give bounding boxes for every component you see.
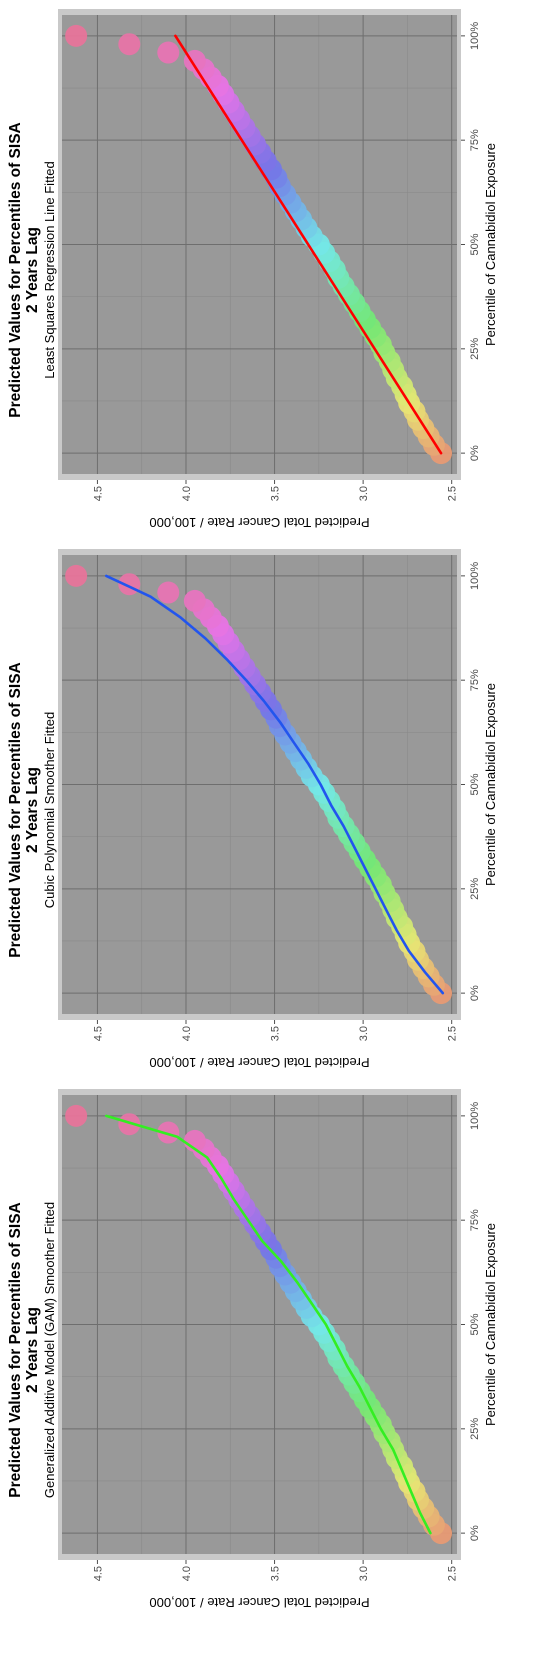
x-tick-label: 25% <box>469 338 481 360</box>
chart-title-line2: 2 Years Lag <box>24 227 41 313</box>
y-tick-label: 3.0 <box>358 1566 370 1581</box>
chart-subtitle: Cubic Polynomial Smoother Fitted <box>42 712 57 909</box>
data-point <box>183 49 206 72</box>
data-point <box>157 41 180 64</box>
y-tick-label: 2.5 <box>447 486 459 501</box>
chart-svg-3: Predicted Values for Percentiles of SISA… <box>7 1089 498 1610</box>
x-tick-label: 100% <box>469 22 481 50</box>
smoother-line <box>105 1114 432 1535</box>
chart-svg-1: Predicted Values for Percentiles of SISA… <box>7 9 498 530</box>
data-point <box>157 581 180 604</box>
y-tick-label: 3.5 <box>270 1026 282 1041</box>
data-point <box>183 589 206 612</box>
x-tick-label: 75% <box>469 1209 481 1231</box>
chart-subtitle: Least Squares Regression Line Fitted <box>42 161 57 379</box>
y-axis-label: Predicted Total Cancer Rate / 100,000 <box>149 1595 369 1610</box>
x-tick-label: 50% <box>469 773 481 795</box>
y-tick-label: 3.5 <box>270 1566 282 1581</box>
x-tick-label: 100% <box>469 562 481 590</box>
chart-panel-gam: Predicted Values for Percentiles of SISA… <box>0 1080 543 1620</box>
x-tick-label: 50% <box>469 233 481 255</box>
chart-title: Predicted Values for Percentiles of SISA <box>7 122 24 417</box>
x-tick-label: 75% <box>469 129 481 151</box>
data-point <box>65 24 88 47</box>
x-axis-label: Percentile of Cannabidiol Exposure <box>483 683 498 886</box>
chart-subtitle: Generalized Additive Model (GAM) Smoothe… <box>42 1202 57 1498</box>
y-tick-label: 4.5 <box>92 1566 104 1581</box>
y-tick-label: 4.0 <box>181 1566 193 1581</box>
smoother-line <box>105 574 445 995</box>
chart-title-line2: 2 Years Lag <box>24 767 41 853</box>
data-point <box>118 1113 141 1136</box>
y-axis-label: Predicted Total Cancer Rate / 100,000 <box>149 515 369 530</box>
data-point <box>65 1104 88 1127</box>
x-tick-label: 25% <box>469 1418 481 1440</box>
chart-title: Predicted Values for Percentiles of SISA <box>7 662 24 957</box>
x-axis-label: Percentile of Cannabidiol Exposure <box>483 1223 498 1426</box>
chart-panel-cubic: Predicted Values for Percentiles of SISA… <box>0 540 543 1080</box>
data-point <box>65 564 88 587</box>
x-tick-label: 75% <box>469 669 481 691</box>
y-tick-label: 3.0 <box>358 1026 370 1041</box>
chart-svg-2: Predicted Values for Percentiles of SISA… <box>7 549 498 1070</box>
data-point <box>118 33 141 56</box>
y-axis-label: Predicted Total Cancer Rate / 100,000 <box>149 1055 369 1070</box>
chart-title: Predicted Values for Percentiles of SISA <box>7 1202 24 1497</box>
x-tick-label: 0% <box>469 985 481 1001</box>
x-tick-label: 50% <box>469 1313 481 1335</box>
y-tick-label: 3.5 <box>270 486 282 501</box>
x-tick-label: 0% <box>469 445 481 461</box>
y-tick-label: 4.0 <box>181 1026 193 1041</box>
y-tick-label: 2.5 <box>447 1026 459 1041</box>
x-tick-label: 25% <box>469 878 481 900</box>
x-axis-label: Percentile of Cannabidiol Exposure <box>483 143 498 346</box>
x-tick-label: 100% <box>469 1102 481 1130</box>
chart-title-line2: 2 Years Lag <box>24 1307 41 1393</box>
y-tick-label: 3.0 <box>358 486 370 501</box>
chart-panel-least-squares: Predicted Values for Percentiles of SISA… <box>0 0 543 540</box>
y-tick-label: 4.5 <box>92 1026 104 1041</box>
y-tick-label: 2.5 <box>447 1566 459 1581</box>
x-tick-label: 0% <box>469 1525 481 1541</box>
y-tick-label: 4.5 <box>92 486 104 501</box>
data-point <box>157 1121 180 1144</box>
smoother-line <box>174 34 443 455</box>
y-tick-label: 4.0 <box>181 486 193 501</box>
